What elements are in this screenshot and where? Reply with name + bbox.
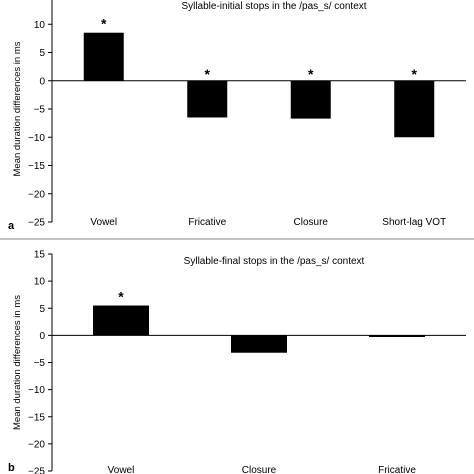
y-tick-label: −10 — [28, 385, 45, 396]
y-tick-label: 5 — [39, 304, 45, 315]
panel-label: b — [8, 462, 15, 474]
bar-closure — [231, 335, 287, 353]
y-tick-label: −20 — [28, 439, 45, 450]
bar-vowel — [83, 32, 124, 81]
chart-title: Syllable-initial stops in the /pas_s/ co… — [181, 1, 366, 12]
category-label: Closure — [242, 465, 277, 474]
y-tick-label: 10 — [34, 20, 46, 31]
bar-fricative — [369, 335, 425, 338]
y-axis-label: Mean duration differences in ms — [12, 41, 23, 176]
y-tick-label: −20 — [28, 189, 45, 200]
y-tick-label: 0 — [39, 76, 45, 87]
chart-panel-b: Syllable-final stops in the /pas_s/ cont… — [8, 250, 466, 474]
bar-fricative — [187, 80, 228, 118]
y-axis-label: Mean duration differences in ms — [12, 295, 23, 430]
chart-title: Syllable-final stops in the /pas_s/ cont… — [184, 256, 365, 267]
y-tick-label: 5 — [39, 48, 45, 59]
category-label: Vowel — [108, 465, 135, 474]
y-tick-label: 10 — [34, 277, 46, 288]
chart-panel-a: Syllable-initial stops in the /pas_s/ co… — [8, 0, 466, 232]
y-tick-label: −15 — [28, 161, 45, 172]
y-tick-label: −10 — [28, 133, 45, 144]
significance-marker: * — [205, 66, 211, 82]
bar-short-lag-vot — [394, 80, 435, 138]
y-tick-label: 0 — [39, 331, 45, 342]
y-tick-label: 15 — [34, 250, 46, 261]
y-tick-label: −5 — [34, 105, 46, 116]
y-tick-label: −25 — [28, 218, 45, 229]
category-label: Vowel — [90, 217, 117, 228]
category-label: Short-lag VOT — [382, 217, 446, 228]
category-label: Closure — [294, 217, 329, 228]
panel-label: a — [8, 220, 15, 232]
y-tick-label: −15 — [28, 412, 45, 423]
significance-marker: * — [118, 289, 124, 305]
y-tick-label: 15 — [34, 0, 46, 3]
bar-vowel — [93, 305, 149, 336]
bar-closure — [290, 80, 331, 119]
category-label: Fricative — [378, 465, 416, 474]
significance-marker: * — [308, 66, 314, 82]
significance-marker: * — [101, 16, 107, 32]
y-tick-label: −25 — [28, 467, 45, 474]
significance-marker: * — [412, 66, 418, 82]
y-tick-label: −5 — [34, 358, 46, 369]
category-label: Fricative — [188, 217, 226, 228]
